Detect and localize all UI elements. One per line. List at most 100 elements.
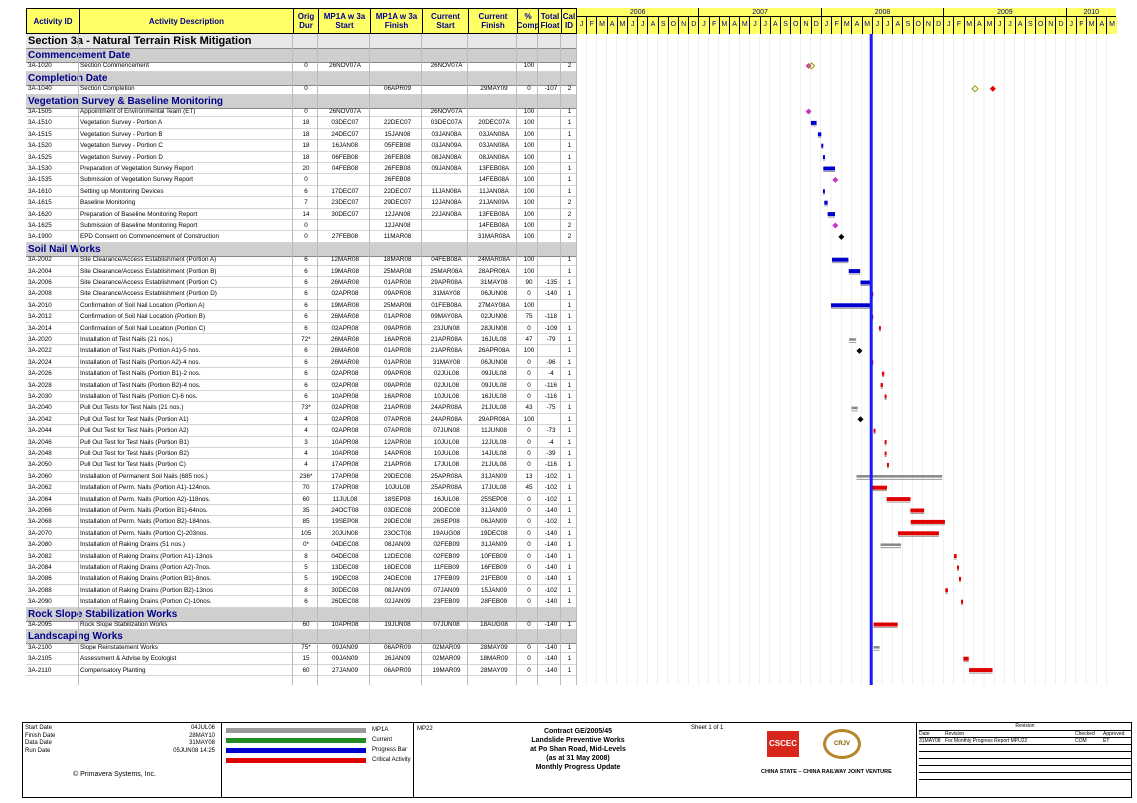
- mp1a-finish: 19JUN08: [384, 621, 411, 628]
- activity-id: 3A-1020: [28, 62, 52, 70]
- activity-row[interactable]: 3A-2004 Site Clearance/Access Establishme…: [26, 266, 576, 277]
- activity-row[interactable]: 3A-2064 Installation of Perm. Nails (Port…: [26, 494, 576, 505]
- activity-row[interactable]: 3A-2050 Pull Out Test for Test Nails (Por…: [26, 459, 576, 471]
- wbs-section-header[interactable]: Rock Slope Stabilization Works: [26, 607, 576, 622]
- timescale-month: O: [790, 17, 801, 34]
- activity-row[interactable]: 3A-1535 Submission of Vegetation Survey R…: [26, 174, 576, 186]
- current-start: 02MAR09: [432, 655, 461, 663]
- wbs-section-header[interactable]: Soil Nail Works: [26, 242, 576, 257]
- activity-row[interactable]: 3A-1900 EPD Consent on Commencement of Co…: [26, 231, 576, 243]
- timescale-month: M: [1086, 17, 1097, 34]
- activity-row[interactable]: 3A-1530 Preparation of Vegetation Survey …: [26, 163, 576, 175]
- activity-row[interactable]: 3A-2020 Installation of Test Nails (21 no…: [26, 334, 576, 346]
- activity-row[interactable]: 3A-2026 Installation of Test Nails (Porti…: [26, 368, 576, 380]
- current-start: 08JAN08A: [431, 153, 462, 161]
- report-type: Monthly Progress Update: [535, 764, 621, 771]
- col-activity-id[interactable]: Activity ID: [26, 8, 80, 34]
- activity-row[interactable]: 3A-2080 Installation of Raking Drains (51…: [26, 539, 576, 551]
- wbs-section-header[interactable]: Vegetation Survey & Baseline Monitoring: [26, 94, 576, 109]
- activity-row[interactable]: 3A-2070 Installation of Perm. Nails (Port…: [26, 528, 576, 540]
- col-activity-description[interactable]: Activity Description: [79, 8, 294, 34]
- timescale-month: S: [657, 17, 668, 34]
- activity-row[interactable]: 3A-2030 Installation of Test Nails (Porti…: [26, 391, 576, 403]
- activity-bar: [898, 531, 939, 536]
- timescale-month: M: [1106, 17, 1117, 34]
- calendar-id: 1: [567, 575, 572, 583]
- activity-row[interactable]: 3A-2046 Pull Out Test for Test Nails (Por…: [26, 437, 576, 448]
- activity-id: 3A-2028: [28, 381, 52, 389]
- activity-row[interactable]: 3A-2048 Pull Out Test for Test Nails (Por…: [26, 448, 576, 460]
- activity-row[interactable]: 3A-1515 Vegetation Survey - Portion B 18 24…: [26, 129, 576, 141]
- activity-row[interactable]: 3A-2060 Installation of Permanent Soil Na…: [26, 471, 576, 483]
- activity-description: Section Commencement: [80, 62, 149, 70]
- activity-row[interactable]: 3A-1510 Vegetation Survey - Portion A 18 03…: [26, 117, 576, 129]
- finish-date-value: 28MAY10: [189, 732, 215, 739]
- percent-complete: 0: [527, 529, 531, 537]
- activity-row[interactable]: 3A-2010 Confirmation of Soil Nail Locatio…: [26, 300, 576, 312]
- wbs-section-header[interactable]: Commencement Date: [26, 49, 576, 63]
- mp1a-start: 27JAN09: [332, 666, 358, 674]
- activity-bar: [822, 189, 825, 194]
- activity-row[interactable]: 3A-2105 Assessment & Advise by Ecologist 1…: [26, 653, 576, 665]
- activity-row[interactable]: 3A-2086 Installation of Raking Drains (Po…: [26, 573, 576, 585]
- activity-row[interactable]: 3A-2008 Site Clearance/Access Establishme…: [26, 288, 576, 300]
- wbs-section-header[interactable]: Completion Date: [26, 71, 576, 86]
- activity-row[interactable]: 3A-2090 Installation of Raking Drains (Po…: [26, 596, 576, 608]
- activity-row[interactable]: 3A-1620 Preparation of Baseline Monitorin…: [26, 209, 576, 220]
- activity-description: Installation of Perm. Nails (Portion A2)…: [80, 495, 211, 503]
- col-current-finish[interactable]: Current Finish: [468, 8, 518, 34]
- col-mp1a-finish[interactable]: MP1A w 3a Finish: [370, 8, 423, 34]
- activity-row[interactable]: 3A-2006 Site Clearance/Access Establishme…: [26, 277, 576, 289]
- activity-row[interactable]: 3A-1625 Submission of Baseline Monitoring…: [26, 220, 576, 232]
- activity-row[interactable]: 3A-2014 Confirmation of Soil Nail Locatio…: [26, 323, 576, 334]
- rev-col-approved: Approved: [1103, 731, 1125, 737]
- activity-id: 3A-2006: [28, 279, 52, 286]
- activity-id: 3A-1615: [28, 199, 52, 207]
- activity-row[interactable]: 3A-2040 Pull Out Tests for Test Nails (21…: [26, 402, 576, 414]
- activity-bar: [860, 280, 872, 285]
- calendar-id: 1: [567, 450, 572, 457]
- activity-row[interactable]: 3A-2088 Installation of Raking Drains (Po…: [26, 585, 576, 597]
- activity-row[interactable]: 3A-2012 Confirmation of Soil Nail Locatio…: [26, 311, 576, 323]
- current-finish: 12JUL08: [481, 438, 507, 446]
- current-finish: 27MAY08A: [478, 301, 510, 309]
- mp1a-finish: 01APR08: [384, 347, 411, 355]
- activity-row[interactable]: 3A-2022 Installation of Test Nails (Porti…: [26, 345, 576, 357]
- activity-row[interactable]: 3A-1040 Section Completion 0 06APR09 29MAY09…: [26, 83, 576, 95]
- activity-row[interactable]: 3A-2082 Installation of Raking Drains (Po…: [26, 551, 576, 562]
- col-current-start[interactable]: Current Start: [422, 8, 469, 34]
- activity-row[interactable]: 3A-2084 Installation of Raking Drains (Po…: [26, 562, 576, 574]
- activity-row[interactable]: 3A-2062 Installation of Perm. Nails (Port…: [26, 482, 576, 494]
- activity-row[interactable]: 3A-2068 Installation of Perm. Nails (Port…: [26, 516, 576, 528]
- activity-row[interactable]: 3A-2100 Slope Reinstatement Works 75* 09JAN…: [26, 642, 576, 654]
- grid-line: [421, 34, 422, 685]
- activity-row[interactable]: 3A-2042 Pull Out Test for Test Nails (Por…: [26, 414, 576, 426]
- activity-row[interactable]: 3A-2044 Pull Out Test for Test Nails (Por…: [26, 425, 576, 437]
- activity-row[interactable]: 3A-2095 Rock Slope Stabilization Works 60 1…: [26, 619, 576, 631]
- current-finish: 19DEC08: [480, 529, 508, 537]
- activity-row[interactable]: 3A-2066 Installation of Perm. Nails (Port…: [26, 505, 576, 517]
- col-total-float[interactable]: Total Float: [538, 8, 562, 34]
- col-mp1a-start[interactable]: MP1A w 3a Start: [318, 8, 371, 34]
- mp1a-start: 09JAN09: [332, 643, 358, 651]
- activity-row[interactable]: 3A-1525 Vegetation Survey - Portion D 18 06…: [26, 152, 576, 163]
- activity-row[interactable]: 3A-2024 Installation of Test Nails (Porti…: [26, 357, 576, 369]
- legend-current: Current: [226, 736, 392, 744]
- current-finish: 21JAN09A: [478, 199, 510, 207]
- timescale-month: A: [1096, 17, 1107, 34]
- activity-row[interactable]: 3A-1610 Setting up Monitoring Devices 6 17D…: [26, 186, 576, 198]
- col-cal-id[interactable]: Cal ID: [561, 8, 577, 34]
- wbs-section-header[interactable]: Landscaping Works: [26, 630, 576, 645]
- activity-row[interactable]: 3A-1615 Baseline Monitoring 7 23DEC07 29DEC0…: [26, 197, 576, 209]
- activity-row[interactable]: 3A-2110 Compensatory Planting 60 27JAN09 06A…: [26, 665, 576, 676]
- activity-row[interactable]: 3A-1520 Vegetation Survey - Portion C 18 16…: [26, 140, 576, 152]
- current-finish: 11JUN08: [481, 427, 507, 435]
- mp1a-start: 04FEB08: [331, 165, 359, 172]
- activity-bar: [827, 212, 836, 217]
- col-orig-dur[interactable]: Orig Dur: [293, 8, 319, 34]
- col-pct-comp[interactable]: % Comp: [517, 8, 539, 34]
- activity-row[interactable]: 3A-1505 Appointment of Environmental Team…: [26, 106, 576, 118]
- activity-row[interactable]: 3A-1020 Section Commencement 0 26NOV07A 26NO…: [26, 60, 576, 72]
- activity-row[interactable]: 3A-2002 Site Clearance/Access Establishme…: [26, 254, 576, 266]
- activity-row[interactable]: 3A-2028 Installation of Test Nails (Porti…: [26, 380, 576, 391]
